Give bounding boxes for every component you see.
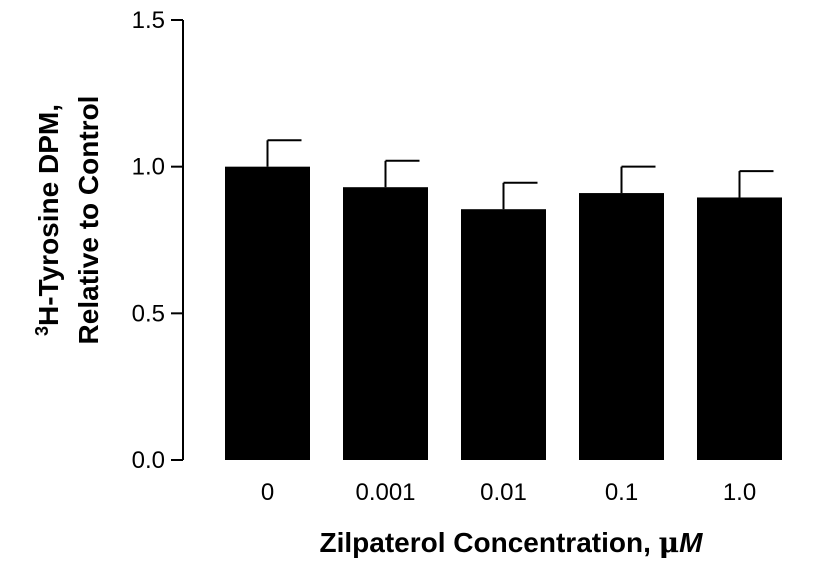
bar bbox=[343, 187, 428, 460]
x-tick-label: 0.01 bbox=[480, 479, 527, 506]
x-tick-label: 0.1 bbox=[605, 479, 638, 506]
x-tick-labels: 0 0.001 0.01 0.1 1.0 bbox=[261, 479, 756, 506]
bar bbox=[225, 166, 310, 460]
x-axis-title: Zilpaterol Concentration, μM bbox=[320, 526, 704, 559]
y-tick-label: 0.5 bbox=[132, 300, 165, 327]
bar bbox=[697, 197, 782, 460]
y-axis-title-superscript: 3 bbox=[32, 326, 52, 336]
y-tick-label: 0.0 bbox=[132, 447, 165, 474]
y-ticks: 0.0 0.5 1.0 1.5 bbox=[132, 7, 183, 474]
x-tick-label: 0.001 bbox=[355, 479, 415, 506]
x-axis-title-unit: M bbox=[679, 527, 703, 558]
x-axis-title-main: Zilpaterol Concentration, bbox=[320, 527, 659, 558]
x-tick-label: 0 bbox=[261, 479, 274, 506]
bar bbox=[461, 209, 546, 460]
y-tick-label: 1.5 bbox=[132, 7, 165, 34]
x-axis-title-mu: μ bbox=[659, 526, 680, 559]
y-axis-title-line1: 3H-Tyrosine DPM, bbox=[32, 104, 64, 336]
x-tick-label: 1.0 bbox=[723, 479, 756, 506]
bar bbox=[579, 193, 664, 461]
y-tick-label: 1.0 bbox=[132, 154, 165, 181]
bars bbox=[225, 139, 782, 461]
y-axis-title-line2: Relative to Control bbox=[73, 96, 104, 345]
y-axis-title-line1-text: H-Tyrosine DPM, bbox=[33, 104, 64, 326]
